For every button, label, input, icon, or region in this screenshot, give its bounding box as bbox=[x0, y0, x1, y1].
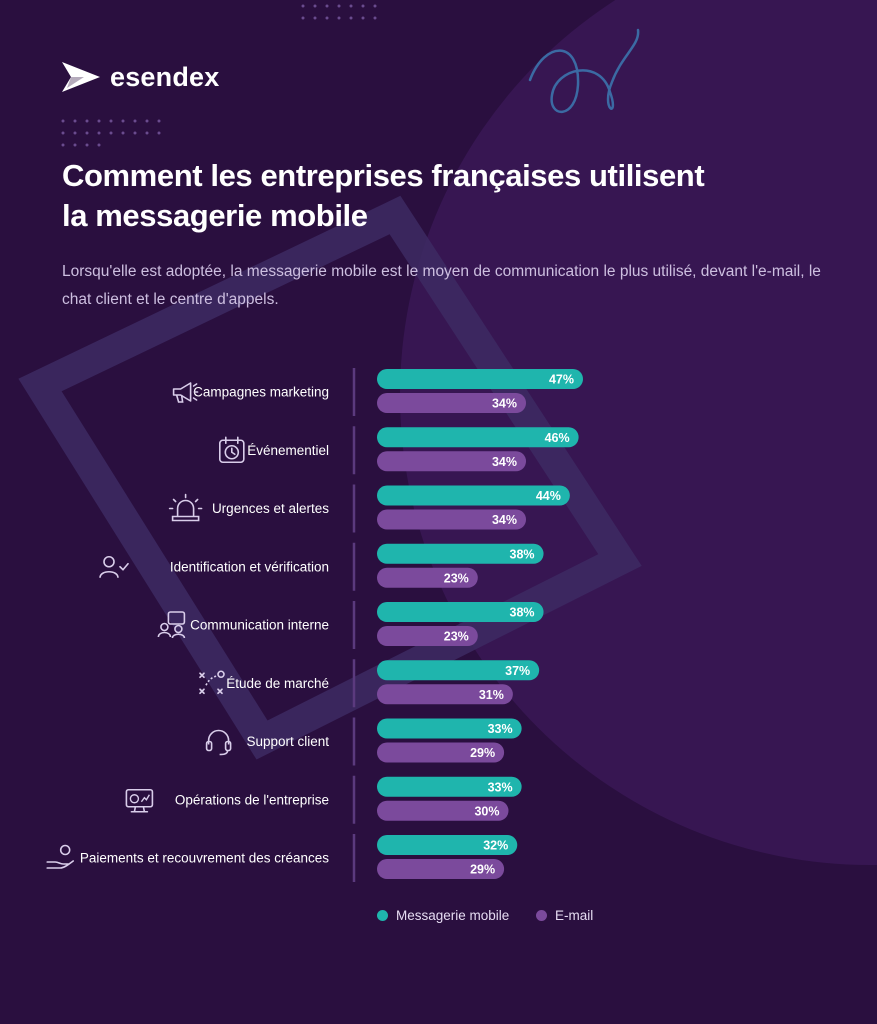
dashboard-monitor-icon bbox=[125, 788, 154, 813]
bar-email-value-label: 29% bbox=[470, 863, 495, 877]
dot-pattern-top bbox=[301, 4, 377, 20]
bar-email bbox=[377, 742, 505, 763]
headset-icon bbox=[205, 729, 232, 756]
category-label: Support client bbox=[246, 734, 329, 749]
bar-mobile bbox=[377, 835, 518, 855]
bar-mobile-value-label: 46% bbox=[545, 431, 570, 445]
strategy-icon bbox=[199, 670, 225, 695]
bar-mobile-value-label: 32% bbox=[483, 839, 508, 853]
bar-email-value-label: 34% bbox=[492, 397, 517, 411]
siren-icon bbox=[168, 493, 203, 522]
legend-email-label: E-mail bbox=[555, 908, 594, 923]
bar-email-value-label: 30% bbox=[474, 804, 499, 818]
legend-mobile-swatch bbox=[377, 910, 388, 921]
category-group: Événementiel 46% 34% bbox=[219, 426, 579, 475]
bar-email-value-label: 23% bbox=[444, 571, 469, 585]
bar-email-value-label: 23% bbox=[444, 630, 469, 644]
page-subtitle: Lorsqu'elle est adoptée, la messagerie m… bbox=[62, 263, 821, 308]
category-group: Étude de marché 37%31% bbox=[199, 659, 540, 708]
legend-email-swatch bbox=[536, 910, 547, 921]
bar-mobile-value-label: 37% bbox=[505, 664, 530, 678]
bar-email bbox=[377, 684, 513, 705]
dot-pattern bbox=[61, 119, 161, 147]
bar-mobile bbox=[377, 427, 579, 448]
category-label: Opérations de l'entreprise bbox=[175, 792, 329, 807]
user-check-icon bbox=[99, 555, 129, 578]
category-label: Paiements et recouvrement des créances bbox=[80, 851, 329, 866]
chat-users-icon bbox=[157, 611, 186, 639]
bar-email bbox=[377, 509, 527, 530]
esendex-logo-icon bbox=[62, 62, 100, 92]
legend-email: E-mail bbox=[536, 908, 593, 923]
hand-coin-icon bbox=[46, 844, 75, 869]
bar-mobile-value-label: 33% bbox=[488, 780, 513, 794]
category-label: Campagnes marketing bbox=[193, 385, 329, 400]
bar-mobile-value-label: 47% bbox=[549, 373, 574, 387]
title-line-1: Comment les entreprises françaises utili… bbox=[62, 158, 705, 193]
bar-mobile bbox=[377, 485, 570, 506]
category-group: Paiements et recouvrement des créances 32… bbox=[46, 834, 518, 882]
bar-mobile-value-label: 33% bbox=[488, 722, 513, 736]
bar-email bbox=[377, 567, 478, 588]
bar-email bbox=[377, 393, 527, 413]
category-group: Identification et vérification 38% 23% bbox=[99, 542, 544, 591]
bar-mobile bbox=[377, 776, 522, 797]
bar-email bbox=[377, 800, 509, 821]
megaphone-icon bbox=[172, 382, 199, 403]
bar-email-value-label: 34% bbox=[492, 455, 517, 469]
bar-mobile bbox=[377, 660, 540, 681]
bar-mobile bbox=[377, 543, 544, 564]
bar-email bbox=[377, 451, 527, 472]
bar-email bbox=[377, 626, 478, 646]
bar-mobile bbox=[377, 718, 522, 739]
bar-email bbox=[377, 859, 505, 879]
legend-mobile: Messagerie mobile bbox=[377, 908, 509, 923]
title-line-2: la messagerie mobile bbox=[62, 198, 368, 233]
brand-name: esendex bbox=[110, 61, 220, 92]
category-label: Identification et vérification bbox=[170, 559, 329, 574]
bar-mobile-value-label: 38% bbox=[510, 606, 535, 620]
bar-mobile-value-label: 44% bbox=[536, 489, 561, 503]
category-group: Support client 33% 29% bbox=[205, 717, 522, 766]
category-label: Communication interne bbox=[190, 618, 329, 633]
bar-email-value-label: 34% bbox=[492, 513, 517, 527]
category-group: Campagnes marketing 47% 34% bbox=[172, 368, 583, 416]
bar-mobile-value-label: 38% bbox=[510, 547, 535, 561]
page-title: Comment les entreprises françaises utili… bbox=[62, 156, 822, 236]
bar-email-value-label: 29% bbox=[470, 746, 495, 760]
category-group: Urgences et alertes 44% 34% bbox=[168, 484, 570, 533]
category-label: Événementiel bbox=[247, 443, 329, 458]
category-label: Urgences et alertes bbox=[212, 501, 329, 516]
category-group: Opérations de l'entreprise 33% 30% bbox=[125, 775, 522, 824]
calendar-clock-icon bbox=[219, 436, 245, 464]
category-group: Communication interne 38% 23% bbox=[157, 601, 544, 649]
bar-email-value-label: 31% bbox=[479, 688, 504, 702]
bar-mobile bbox=[377, 602, 544, 622]
legend-mobile-label: Messagerie mobile bbox=[396, 908, 510, 923]
bar-mobile bbox=[377, 369, 583, 389]
brand-logo: esendex bbox=[62, 60, 219, 94]
category-label: Étude de marché bbox=[226, 676, 329, 691]
